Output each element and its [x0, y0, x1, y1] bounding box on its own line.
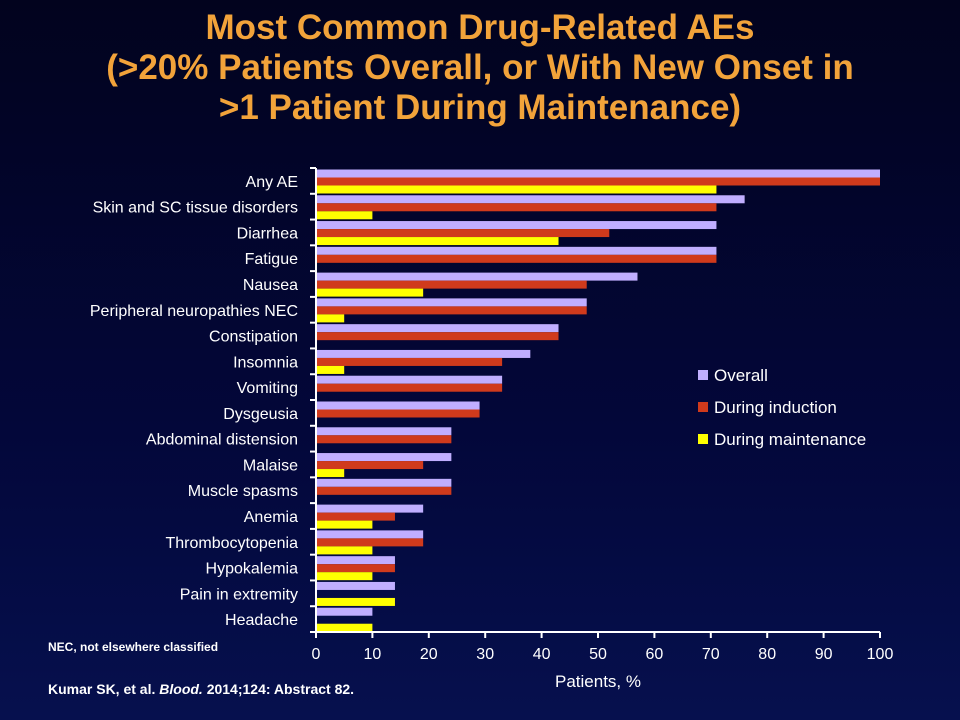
category-label-7: Insomnia — [233, 354, 298, 371]
category-label-12: Muscle spasms — [188, 483, 298, 500]
bar-induction-8 — [316, 383, 503, 392]
x-tick-label-7: 70 — [702, 646, 720, 663]
bar-overall-8 — [316, 375, 503, 384]
bar-induction-10 — [316, 435, 452, 444]
x-tick-label-3: 30 — [476, 646, 494, 663]
title-line-1: Most Common Drug-Related AEs — [205, 8, 755, 47]
category-label-14: Thrombocytopenia — [165, 535, 298, 552]
bar-induction-13 — [316, 512, 395, 521]
bar-maintenance-7 — [316, 365, 345, 374]
x-tick-label-6: 60 — [646, 646, 664, 663]
citation-details: 2014;124: Abstract 82. — [202, 681, 355, 697]
x-tick-label-8: 80 — [758, 646, 776, 663]
category-label-8: Vomiting — [237, 380, 298, 397]
bar-maintenance-11 — [316, 469, 345, 478]
bar-maintenance-4 — [316, 288, 424, 297]
slide-title: Most Common Drug-Related AEs (>20% Patie… — [0, 8, 960, 128]
legend-label-maintenance: During maintenance — [714, 430, 866, 449]
bar-maintenance-14 — [316, 546, 373, 555]
bar-maintenance-2 — [316, 237, 559, 246]
bar-induction-0 — [316, 177, 880, 186]
title-line-2: (>20% Patients Overall, or With New Onse… — [106, 48, 854, 87]
bar-overall-0 — [316, 169, 880, 178]
x-tick-label-0: 0 — [312, 646, 321, 663]
bar-overall-10 — [316, 427, 452, 436]
category-label-4: Nausea — [243, 277, 298, 294]
category-label-17: Headache — [225, 612, 298, 629]
bar-overall-17 — [316, 607, 373, 616]
category-label-3: Fatigue — [245, 251, 298, 268]
bar-overall-3 — [316, 246, 717, 255]
citation-journal: Blood. — [159, 681, 203, 697]
x-tick-label-5: 50 — [589, 646, 607, 663]
bar-maintenance-15 — [316, 572, 373, 581]
category-label-15: Hypokalemia — [206, 561, 299, 578]
bar-overall-9 — [316, 401, 480, 410]
bar-induction-1 — [316, 203, 717, 212]
category-label-5: Peripheral neuropathies NEC — [90, 303, 298, 320]
bar-induction-6 — [316, 332, 559, 341]
legend-label-induction: During induction — [714, 398, 837, 417]
footnote: NEC, not elsewhere classified — [48, 640, 219, 654]
x-tick-label-1: 10 — [364, 646, 382, 663]
category-label-1: Skin and SC tissue disorders — [93, 200, 298, 217]
citation: Kumar SK, et al. Blood. 2014;124: Abstra… — [48, 681, 354, 697]
bar-overall-2 — [316, 221, 717, 230]
legend-swatch-overall — [698, 370, 708, 380]
bar-maintenance-17 — [316, 623, 373, 632]
bar-induction-14 — [316, 538, 424, 547]
x-tick-label-4: 40 — [533, 646, 551, 663]
category-label-11: Malaise — [243, 457, 298, 474]
bar-induction-2 — [316, 229, 610, 238]
x-tick-label-10: 100 — [867, 646, 894, 663]
bar-maintenance-16 — [316, 597, 395, 606]
bar-overall-1 — [316, 195, 745, 204]
bar-overall-6 — [316, 324, 559, 333]
category-label-13: Anemia — [244, 509, 298, 526]
bar-overall-4 — [316, 272, 638, 281]
bar-induction-3 — [316, 254, 717, 263]
legend-swatch-induction — [698, 402, 708, 412]
legend-label-overall: Overall — [714, 366, 768, 385]
bar-induction-11 — [316, 461, 424, 470]
bar-maintenance-1 — [316, 211, 373, 220]
bar-maintenance-13 — [316, 520, 373, 529]
bar-induction-12 — [316, 486, 452, 495]
bar-maintenance-0 — [316, 185, 717, 194]
bar-overall-15 — [316, 556, 395, 565]
x-axis-label: Patients, % — [555, 672, 641, 691]
category-label-16: Pain in extremity — [180, 586, 298, 603]
bar-induction-9 — [316, 409, 480, 418]
category-label-10: Abdominal distension — [146, 432, 298, 449]
x-tick-label-2: 20 — [420, 646, 438, 663]
bar-overall-12 — [316, 478, 452, 487]
bar-overall-7 — [316, 349, 531, 358]
category-label-6: Constipation — [209, 329, 298, 346]
bar-overall-13 — [316, 504, 424, 513]
bar-overall-11 — [316, 453, 452, 462]
bar-overall-5 — [316, 298, 587, 307]
x-tick-label-9: 90 — [815, 646, 833, 663]
category-label-0: Any AE — [246, 174, 298, 191]
bar-overall-16 — [316, 581, 395, 590]
citation-authors: Kumar SK, et al. — [48, 681, 160, 697]
bar-induction-5 — [316, 306, 587, 315]
bar-overall-14 — [316, 530, 424, 539]
title-line-3: >1 Patient During Maintenance) — [218, 88, 742, 127]
bar-induction-7 — [316, 357, 503, 366]
legend-swatch-maintenance — [698, 434, 708, 444]
bar-maintenance-5 — [316, 314, 345, 323]
category-label-2: Diarrhea — [237, 225, 298, 242]
category-label-9: Dysgeusia — [223, 406, 298, 423]
bar-induction-4 — [316, 280, 587, 289]
bar-induction-15 — [316, 564, 395, 573]
